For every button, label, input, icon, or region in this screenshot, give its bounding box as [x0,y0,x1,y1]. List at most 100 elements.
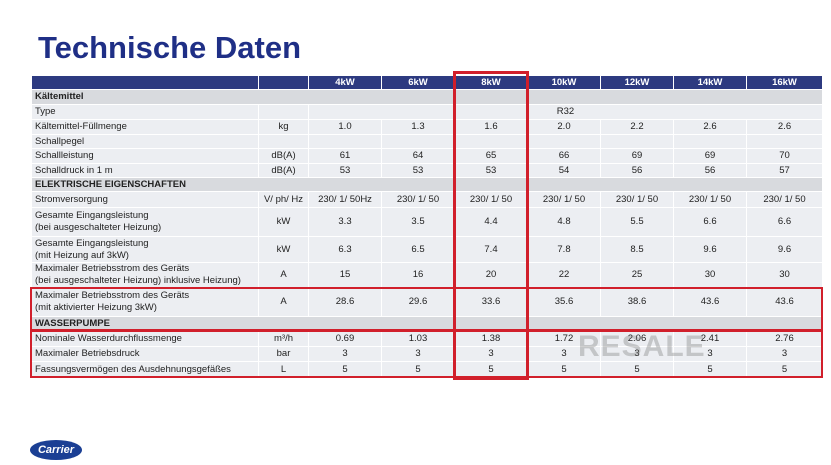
value-cell: 6.5 [381,236,455,263]
value-cell: 2.6 [746,119,823,135]
value-cell: 53 [308,163,382,178]
value-cell: 6.3 [308,236,382,263]
table-row: Kältemittel [31,89,823,105]
row-label: Maximaler Betriebsstrom des Geräts (bei … [31,262,259,288]
value-cell: 29.6 [381,287,455,317]
header-cell: 12kW [600,75,674,90]
unit-cell: m³/h [258,330,309,347]
value-cell: 56 [673,163,747,178]
title: Technische Daten [38,30,302,65]
value-cell: 5 [308,361,382,378]
value-cell: 230/ 1/ 50 [527,191,601,208]
value-cell: 5 [381,361,455,378]
value-cell: 61 [308,148,382,164]
value-cell: 43.6 [746,287,823,317]
header-cell: 14kW [673,75,747,90]
value-cell: 4.4 [454,207,528,237]
table-row: Schallleistung dB(A) 61 64 65 66 69 69 70 [31,148,823,164]
unit-cell: dB(A) [258,148,309,164]
value-cell: 3 [381,346,455,362]
section-heading: ELEKTRISCHE EIGENSCHAFTEN [31,177,823,192]
unit-cell: A [258,262,309,288]
value-cell: 3 [746,346,823,362]
value-cell: 3 [454,346,528,362]
table-row: Maximaler Betriebsstrom des Geräts (bei … [31,262,823,288]
table-row: Stromversorgung V/ ph/ Hz 230/ 1/ 50Hz 230/… [31,191,823,208]
value-cell: 6.6 [746,207,823,237]
section-heading: WASSERPUMPE [31,316,823,331]
row-label: Gesamte Eingangsleistung (bei ausgeschal… [31,207,259,237]
unit-cell: kg [258,119,309,135]
value-cell: 15 [308,262,382,288]
value-cell: 2.2 [600,119,674,135]
value-cell: 230/ 1/ 50 [600,191,674,208]
unit-cell: dB(A) [258,163,309,178]
row-label: Gesamte Eingangsleistung (mit Heizung au… [31,236,259,263]
value-cell: 69 [600,148,674,164]
row-label: Fassungsvermögen des Ausdehnungsgefäßes [31,361,259,378]
value-cell: 2.0 [527,119,601,135]
value-cell: 1.0 [308,119,382,135]
row-label: Type [31,104,259,120]
table-row: Schallpegel [31,134,823,149]
row-label: Schallpegel [31,134,259,149]
value-cell: 20 [454,262,528,288]
value-cell [600,134,674,149]
table-row: WASSERPUMPE [31,316,823,331]
header-cell [31,75,259,90]
value-cell: 230/ 1/ 50 [746,191,823,208]
value-cell: R32 [308,104,823,120]
value-cell: 6.6 [673,207,747,237]
row-label: Kältemittel-Füllmenge [31,119,259,135]
unit-cell: A [258,287,309,317]
value-cell [746,134,823,149]
highlight-row [30,330,823,378]
value-cell: 9.6 [673,236,747,263]
value-cell: 22 [527,262,601,288]
table-row: Kältemittel-Füllmenge kg 1.0 1.3 1.6 2.0 2.2 2.… [31,119,823,135]
value-cell [454,134,528,149]
value-cell: 7.8 [527,236,601,263]
value-cell: 25 [600,262,674,288]
table-row: Maximaler Betriebsstrom des Geräts (mit … [31,287,823,317]
highlight-row [30,287,823,331]
value-cell: 35.6 [527,287,601,317]
unit-cell: kW [258,236,309,263]
value-cell: 69 [673,148,747,164]
table-row: ELEKTRISCHE EIGENSCHAFTEN [31,177,823,192]
value-cell: 5 [600,361,674,378]
value-cell: 38.6 [600,287,674,317]
table-row: Gesamte Eingangsleistung (bei ausgeschal… [31,207,823,237]
value-cell: 5.5 [600,207,674,237]
header-cell: 6kW [381,75,455,90]
value-cell: 30 [673,262,747,288]
value-cell: 8.5 [600,236,674,263]
header-cell: 16kW [746,75,823,90]
watermark: RESALE [578,330,706,363]
value-cell [527,134,601,149]
header-row: 4kW 6kW 8kW 10kW 12kW 14kW 16kW [31,75,823,90]
value-cell [673,134,747,149]
table-row: Gesamte Eingangsleistung (mit Heizung au… [31,236,823,263]
header-cell [258,75,309,90]
value-cell: 57 [746,163,823,178]
value-cell: 1.72 [527,330,601,347]
unit-cell [258,104,309,120]
value-cell: 30 [746,262,823,288]
table-row: Fassungsvermögen des Ausdehnungsgefäßes L… [31,361,823,378]
value-cell [381,134,455,149]
value-cell: 230/ 1/ 50 [673,191,747,208]
table-row: Schalldruck in 1 m dB(A) 53 53 53 54 56 56 57 [31,163,823,178]
table-row: Type R32 [31,104,823,120]
value-cell: 230/ 1/ 50Hz [308,191,382,208]
value-cell: 5 [527,361,601,378]
unit-cell [258,134,309,149]
value-cell: 5 [454,361,528,378]
row-label: Maximaler Betriebsstrom des Geräts (mit … [31,287,259,317]
row-label: Schalldruck in 1 m [31,163,259,178]
header-cell: 4kW [308,75,382,90]
value-cell: 16 [381,262,455,288]
highlight-column [453,71,529,380]
row-label: Schallleistung [31,148,259,164]
